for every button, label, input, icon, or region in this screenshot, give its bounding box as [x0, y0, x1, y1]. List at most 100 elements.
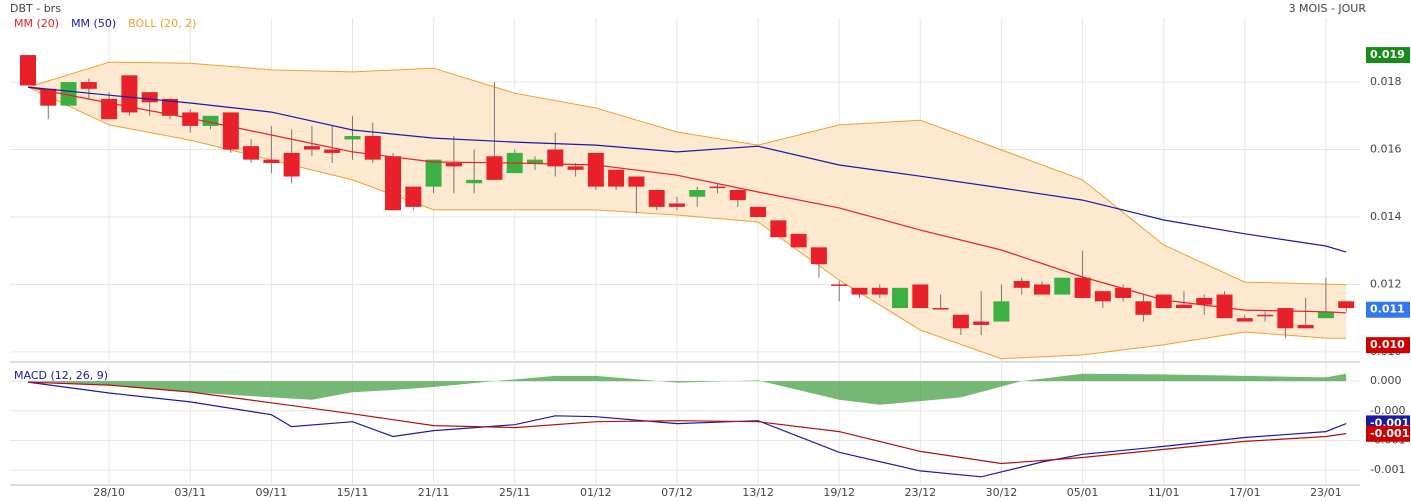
candle-body [202, 115, 219, 126]
candle-body [1135, 301, 1152, 315]
macd-line [27, 381, 1347, 478]
candle-body [892, 287, 909, 309]
candle-body [1054, 277, 1071, 295]
candle-body [161, 98, 178, 116]
candle-body [648, 190, 665, 207]
price-badge [1366, 47, 1410, 64]
candle-body [932, 308, 949, 310]
candle-body [1317, 311, 1334, 319]
candle-body [810, 247, 827, 265]
x-tick-label: 28/10 [93, 486, 125, 499]
candle-body [1338, 301, 1355, 309]
candle-body [243, 146, 260, 160]
candle-body [20, 55, 36, 86]
moving-average [27, 86, 1347, 253]
candle-body [1175, 304, 1192, 309]
y-tick-label: 0.012 [1370, 277, 1402, 290]
candle-body [831, 284, 848, 286]
x-tick-label: 21/11 [418, 486, 450, 499]
price-badge [1366, 425, 1410, 442]
candle-body [40, 88, 57, 106]
candle-body [283, 152, 300, 177]
candle-body [973, 321, 990, 325]
candle-body [871, 287, 888, 295]
candle-body [344, 136, 361, 140]
legend-entry: BOLL (20, 2) [128, 17, 196, 30]
y-tick-label: -0.000 [1370, 404, 1405, 417]
y-tick-label: -0.001 [1370, 463, 1405, 476]
legend-entry: MM (50) [71, 17, 116, 30]
candle-body [729, 190, 746, 201]
chart-title: DBT - brs [10, 2, 61, 15]
candle-body [1155, 294, 1172, 309]
candle-body [324, 149, 341, 153]
candle-body [425, 159, 442, 187]
candle-body [1013, 281, 1030, 288]
candle-body [689, 190, 706, 197]
price-badge-label: 0.011 [1370, 303, 1405, 316]
candle-body [385, 156, 402, 211]
x-tick-label: 23/01 [1310, 486, 1342, 499]
candle-body [1196, 297, 1213, 305]
x-tick-label: 05/01 [1067, 486, 1099, 499]
candle-body [750, 206, 767, 217]
candle-body [993, 301, 1010, 322]
candle-body [527, 159, 543, 164]
candle-body [222, 112, 239, 150]
price-badge-label: 0.010 [1370, 338, 1405, 351]
x-tick-label: 03/11 [174, 486, 206, 499]
bollinger-upper [27, 61, 1347, 286]
candle-body [1277, 308, 1294, 329]
x-tick-label: 15/11 [337, 486, 369, 499]
candle-body [709, 186, 726, 189]
x-tick-label: 23/12 [904, 486, 936, 499]
price-badge-label: -0.001 [1370, 427, 1409, 440]
candle-body [1094, 291, 1111, 302]
candle-body [851, 287, 868, 295]
candle-body [364, 136, 381, 160]
candle-body [1074, 277, 1091, 298]
candle-body [547, 149, 564, 167]
x-tick-label: 17/01 [1229, 486, 1261, 499]
candle-body [668, 203, 685, 207]
candle-body [770, 220, 787, 238]
macd-histogram [28, 373, 1347, 405]
candle-body [303, 146, 320, 150]
candle-body [790, 233, 807, 248]
x-tick-label: 19/12 [823, 486, 855, 499]
y-tick-label: 0.000 [1370, 374, 1402, 387]
candle-body [952, 314, 969, 329]
candle-body [263, 159, 280, 164]
candle-body [60, 82, 77, 106]
candle-body [445, 163, 462, 167]
period: 3 MOIS - JOUR [1289, 2, 1367, 15]
price-badge-label: 0.019 [1370, 48, 1405, 61]
candle-body [587, 152, 604, 187]
candle-body [121, 75, 138, 113]
y-tick-label: 0.016 [1370, 143, 1402, 156]
candle-body [628, 176, 645, 187]
x-tick-label: 01/12 [580, 486, 612, 499]
candle-body [1216, 294, 1233, 319]
candle-body [1257, 314, 1274, 317]
x-tick-label: 13/12 [742, 486, 774, 499]
price-badge [1366, 337, 1410, 354]
candle-body [466, 179, 483, 184]
macd-line [27, 381, 1347, 465]
candle-body [141, 92, 158, 103]
candle-body [1236, 318, 1253, 322]
candle-body [80, 82, 97, 89]
candle-body [1115, 287, 1132, 298]
candle-body [1297, 324, 1314, 329]
x-tick-label: 30/12 [986, 486, 1018, 499]
candle-body [608, 169, 625, 187]
candle-body [912, 284, 929, 309]
candle-body [1034, 284, 1050, 295]
candle-body [486, 156, 503, 180]
price-badge [1366, 301, 1410, 318]
moving-average [27, 86, 1347, 314]
candle-body [405, 186, 422, 207]
y-tick-label: 0.014 [1370, 210, 1402, 223]
candle-body [182, 112, 199, 126]
